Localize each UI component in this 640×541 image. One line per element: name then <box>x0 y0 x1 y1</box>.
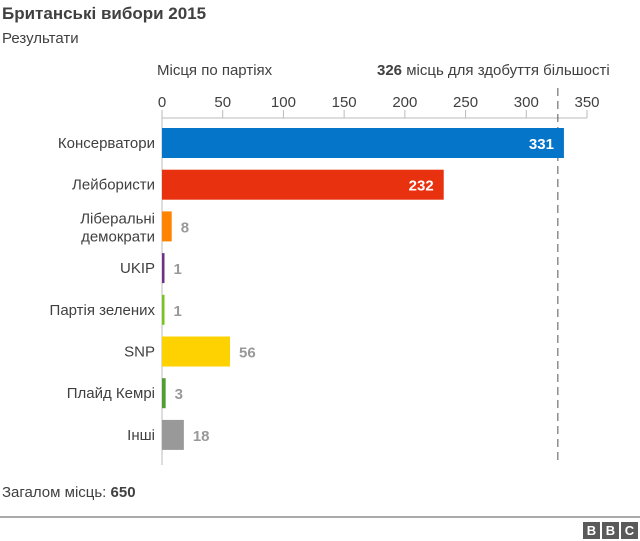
data-label: 8 <box>181 219 189 236</box>
total-label: Загалом місць: <box>2 484 107 501</box>
x-tick-label: 300 <box>514 94 539 111</box>
x-tick-label: 50 <box>214 94 231 111</box>
data-label: 331 <box>529 136 554 153</box>
data-label: 3 <box>175 386 183 403</box>
x-tick-label: 250 <box>453 94 478 111</box>
x-axis-label: Місця по партіях <box>157 62 273 79</box>
bar-chart: 0 50 100 150 200 250 300 350 Консерватори 331 Лейб… <box>50 88 600 465</box>
category-label: демократи <box>81 228 155 245</box>
x-tick-label: 100 <box>271 94 296 111</box>
bar-4 <box>162 294 165 325</box>
bar-2 <box>162 211 172 242</box>
chart-subtitle: Результати <box>2 30 79 47</box>
category-label: Інші <box>127 427 155 444</box>
chart-title: Британські вибори 2015 <box>2 4 207 23</box>
category-label: Лейбористи <box>72 177 155 194</box>
x-tick-label: 0 <box>158 94 166 111</box>
category-label: Консерватори <box>58 135 155 152</box>
x-tick-label: 200 <box>392 94 417 111</box>
data-label: 18 <box>193 428 210 445</box>
bar-3 <box>162 253 165 284</box>
total-value: 650 <box>110 484 136 501</box>
category-label: UKIP <box>120 260 155 277</box>
bar-0 <box>162 128 564 158</box>
bar-6 <box>162 378 166 409</box>
data-label: 1 <box>174 261 182 278</box>
data-label: 1 <box>174 303 182 320</box>
total-seats: Загалом місць: 650 <box>2 484 136 501</box>
data-label: 56 <box>239 345 256 362</box>
majority-text: місць для здобуття більшості <box>406 62 610 79</box>
bar-7 <box>162 419 184 450</box>
bar-5 <box>162 336 230 367</box>
x-tick-label: 150 <box>332 94 357 111</box>
category-label: Ліберальні <box>80 210 155 227</box>
data-label: 232 <box>409 178 434 195</box>
majority-value: 326 <box>377 62 403 79</box>
x-tick-label: 350 <box>574 94 599 111</box>
category-label: SNP <box>124 344 155 361</box>
footer-divider <box>0 516 640 518</box>
category-label: Плайд Кемрі <box>67 385 155 402</box>
category-label: Партія зелених <box>50 302 156 319</box>
bar-1 <box>162 169 444 200</box>
majority-label: 326 місць для здобуття більшості <box>377 62 610 79</box>
